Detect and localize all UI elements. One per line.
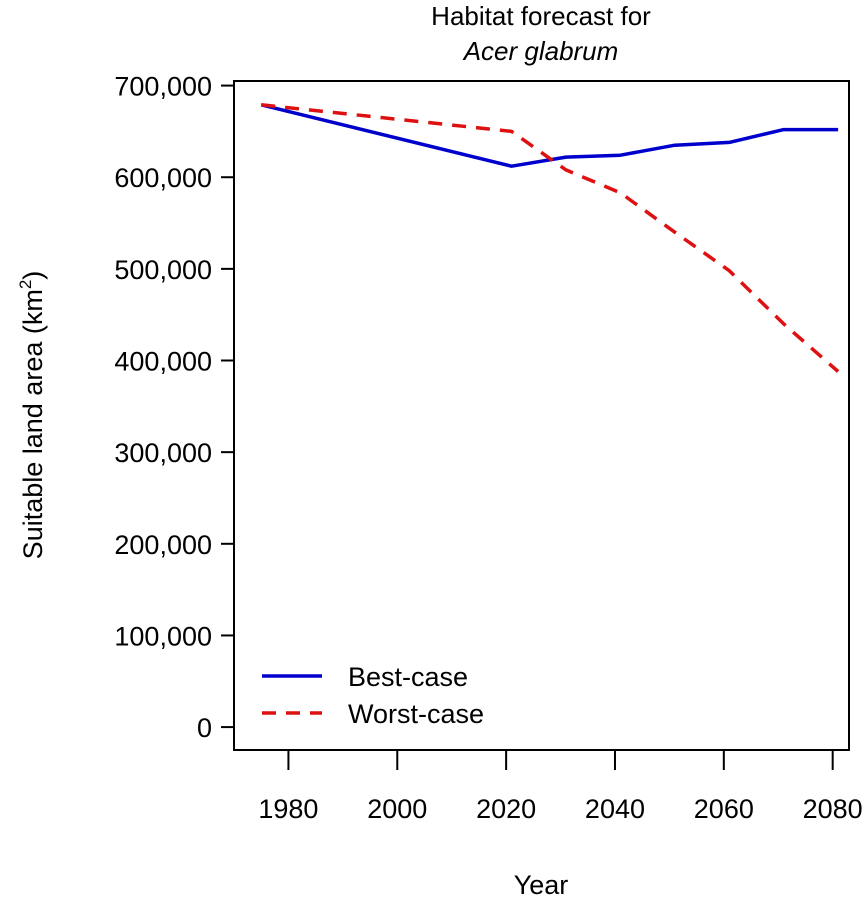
y-tick-label: 700,000 xyxy=(114,72,212,102)
y-axis-title: Suitable land area (km2) xyxy=(16,271,48,560)
y-axis-title-superscript: 2 xyxy=(16,280,35,289)
y-axis-title-close: ) xyxy=(18,271,48,280)
y-tick-label: 200,000 xyxy=(114,530,212,560)
chart-title: Habitat forecast for xyxy=(431,1,651,31)
x-axis: 1980 2000 2020 2040 2060 2080 xyxy=(258,750,863,824)
y-axis: 0 100,000 200,000 300,000 400,000 500,000 600,… xyxy=(114,72,234,743)
x-tick-label: 2040 xyxy=(585,794,645,824)
x-tick-label: 1980 xyxy=(258,794,318,824)
chart-subtitle: Acer glabrum xyxy=(462,36,619,66)
series-line-worst-case xyxy=(261,103,840,373)
x-tick-label: 2080 xyxy=(803,794,863,824)
legend: Best-case Worst-case xyxy=(262,662,484,729)
legend-label-worst-case: Worst-case xyxy=(348,699,484,729)
series-layer xyxy=(260,103,840,373)
plot-frame xyxy=(233,80,850,751)
y-tick-label: 500,000 xyxy=(114,255,212,285)
y-tick-label: 400,000 xyxy=(114,347,212,377)
y-axis-title-main: Suitable land area (km xyxy=(18,289,48,559)
y-tick-label: 100,000 xyxy=(114,621,212,651)
x-axis-title: Year xyxy=(514,870,569,898)
x-tick-label: 2000 xyxy=(367,794,427,824)
series-line-best-case xyxy=(260,103,839,168)
x-tick-label: 2020 xyxy=(476,794,536,824)
x-tick-label: 2060 xyxy=(694,794,754,824)
y-tick-label: 300,000 xyxy=(114,438,212,468)
y-tick-label: 0 xyxy=(197,713,212,743)
y-tick-label: 600,000 xyxy=(114,163,212,193)
legend-label-best-case: Best-case xyxy=(348,662,468,692)
